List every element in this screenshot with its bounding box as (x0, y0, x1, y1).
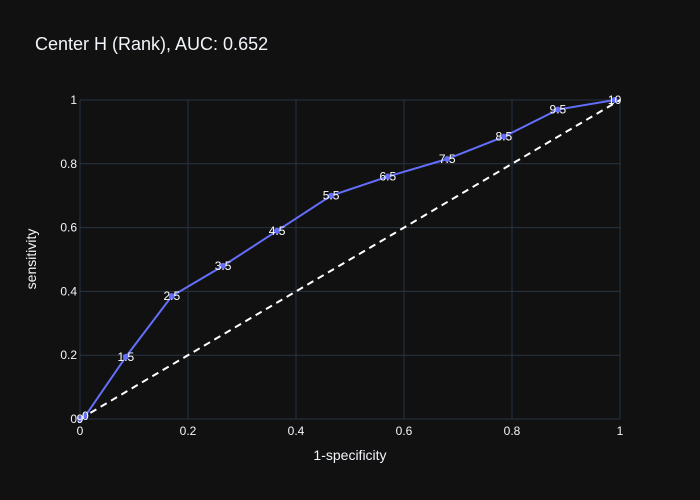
data-labels: 90 1.5 2.5 3.5 4.5 5.5 6.5 7.5 8.5 9.5 10 (77, 93, 622, 426)
y-tick-label: 0.2 (60, 348, 77, 362)
x-axis-ticks: 0 0.2 0.4 0.6 0.8 1 (77, 424, 624, 438)
roc-point-label: 6.5 (379, 170, 396, 184)
roc-point (328, 192, 335, 199)
y-tick-label: 0.8 (60, 157, 77, 171)
y-axis-label: sensitivity (23, 229, 39, 290)
roc-point (611, 97, 618, 103)
x-tick-label: 0.2 (180, 424, 197, 438)
roc-point-label: 3.5 (215, 259, 232, 273)
x-tick-label: 0.8 (504, 424, 521, 438)
x-tick-label: 1 (617, 424, 624, 438)
roc-point-label: 2.5 (163, 289, 180, 303)
y-tick-label: 0.4 (60, 284, 77, 298)
x-tick-label: 0 (77, 424, 84, 438)
y-tick-label: 0.6 (60, 221, 77, 235)
roc-point (384, 173, 391, 180)
roc-point-label: 7.5 (439, 152, 456, 166)
roc-point (77, 416, 83, 422)
roc-point (554, 106, 561, 113)
x-tick-label: 0.4 (288, 424, 305, 438)
roc-point (122, 353, 129, 360)
x-axis-label: 1-specificity (313, 447, 386, 463)
roc-point (220, 262, 227, 269)
roc-point-label: 9.5 (550, 103, 567, 117)
y-tick-label: 0 (70, 412, 77, 426)
series-layer (77, 97, 621, 422)
roc-line (79, 99, 615, 420)
chart-title: Center H (Rank), AUC: 0.652 (35, 34, 268, 54)
roc-point-label: 4.5 (269, 224, 286, 238)
roc-point-label: 8.5 (496, 130, 513, 144)
roc-point-label: 1.5 (118, 350, 135, 364)
roc-point-label: 0 (82, 409, 89, 423)
roc-point-label: 5.5 (323, 189, 340, 203)
roc-point (274, 227, 281, 234)
roc-point (82, 412, 89, 419)
y-tick-label: 1 (70, 93, 77, 107)
x-tick-label: 0.6 (396, 424, 413, 438)
roc-point-label: 10 (608, 93, 622, 107)
chance-line (79, 99, 621, 420)
y-axis-ticks: 0 0.2 0.4 0.6 0.8 1 (60, 93, 77, 426)
roc-point-label: 9 (77, 412, 84, 426)
roc-point (500, 133, 507, 140)
roc-point (168, 293, 175, 300)
roc-point (444, 156, 451, 163)
grid (79, 99, 621, 420)
